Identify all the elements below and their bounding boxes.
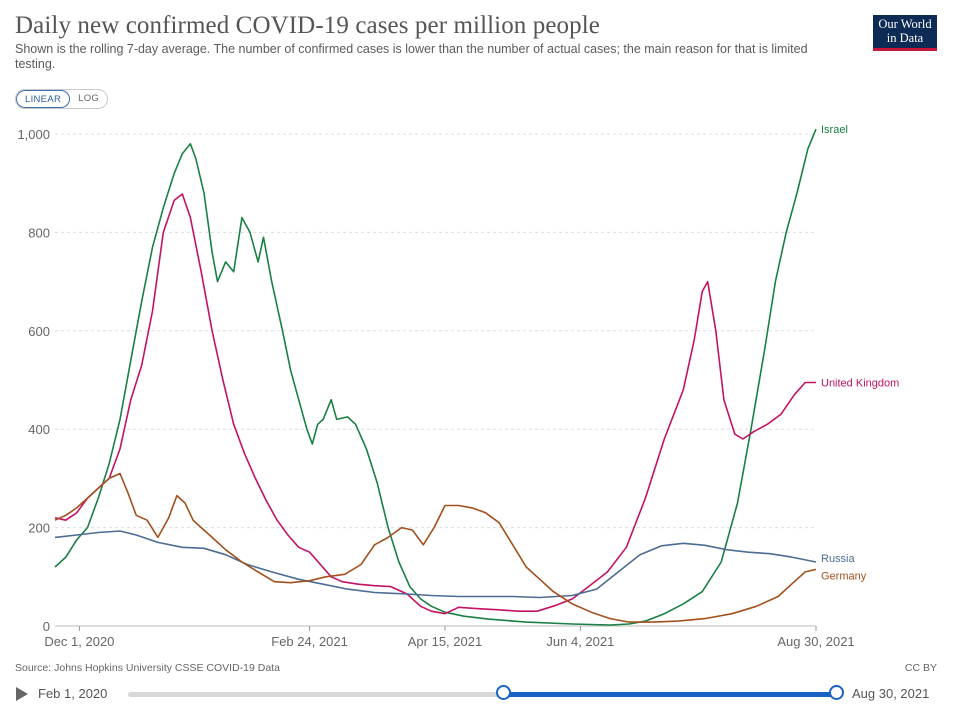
timeline-end-handle[interactable] <box>829 685 844 700</box>
logo-line-2: in Data <box>886 31 924 45</box>
y-tick-label: 800 <box>28 225 50 240</box>
x-tick-label: Jun 4, 2021 <box>546 634 614 649</box>
y-tick-label: 0 <box>43 619 50 634</box>
series-line-united-kingdom <box>54 193 816 615</box>
x-tick-label: Aug 30, 2021 <box>777 634 854 649</box>
timeline-bar: Feb 1, 2020 Aug 30, 2021 <box>0 680 953 708</box>
license-link[interactable]: CC BY <box>904 662 937 674</box>
timeline-start-label: Feb 1, 2020 <box>38 686 108 701</box>
timeline-start-handle[interactable] <box>495 685 511 700</box>
log-scale-button[interactable]: LOG <box>78 93 100 104</box>
logo-line-1: Our World <box>878 17 932 31</box>
scale-toggle: LINEAR LOG <box>15 89 109 109</box>
series-line-germany <box>54 472 817 623</box>
x-tick-label: Apr 15, 2021 <box>408 634 482 649</box>
play-icon[interactable] <box>16 687 28 701</box>
chart-title: Daily new confirmed COVID-19 cases per m… <box>15 12 600 39</box>
series-line-israel <box>54 128 817 626</box>
chart-subtitle: Shown is the rolling 7-day average. The … <box>15 42 808 71</box>
x-tick-label: Dec 1, 2020 <box>44 634 114 649</box>
source-note: Source: Johns Hopkins University CSSE CO… <box>15 662 280 674</box>
y-tick-label: 200 <box>28 521 50 536</box>
series-label-united-kingdom: United Kingdom <box>821 377 899 389</box>
linear-scale-button[interactable]: LINEAR <box>16 90 71 108</box>
x-tick-label: Feb 24, 2021 <box>271 634 348 649</box>
series-label-germany: Germany <box>821 570 867 582</box>
timeline-selection <box>502 692 836 697</box>
y-tick-label: 1,000 <box>17 127 50 142</box>
owid-logo[interactable]: Our World in Data <box>873 15 937 51</box>
timeline-end-label: Aug 30, 2021 <box>852 686 930 701</box>
y-tick-label: 400 <box>28 422 50 437</box>
series-label-russia: Russia <box>821 553 856 565</box>
timeline-track[interactable] <box>128 692 836 697</box>
line-chart: 0 200 400 600 800 1,000 Dec 1, 2020 Feb 24, 202… <box>17 124 899 649</box>
series-label-israel: Israel <box>821 124 848 136</box>
y-tick-label: 600 <box>28 324 50 339</box>
series-line-russia <box>54 530 817 599</box>
